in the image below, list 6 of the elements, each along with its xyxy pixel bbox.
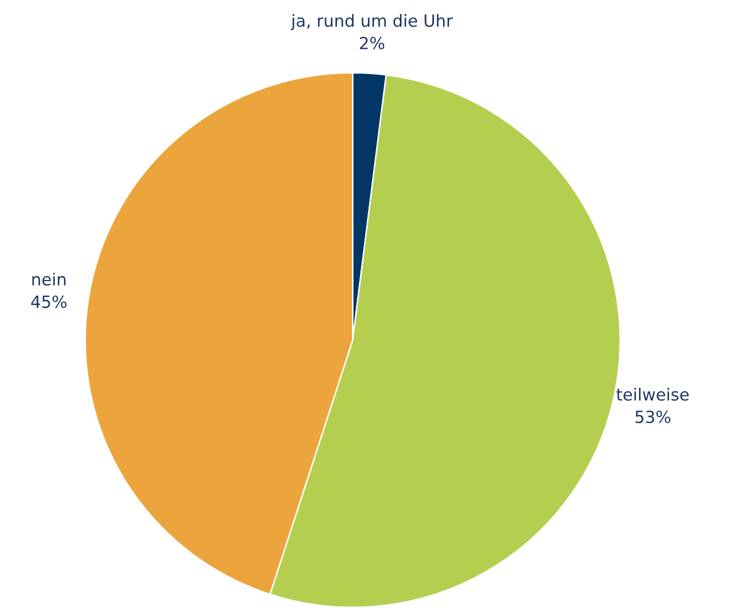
data-label: 2% <box>360 36 384 50</box>
slice-label: nein <box>32 272 66 286</box>
data-label: 53% <box>636 410 670 424</box>
data-label: 45% <box>31 295 66 308</box>
slice-label: ja, rund um die Uhr <box>290 14 453 30</box>
slice-label: teilweise <box>616 388 689 401</box>
